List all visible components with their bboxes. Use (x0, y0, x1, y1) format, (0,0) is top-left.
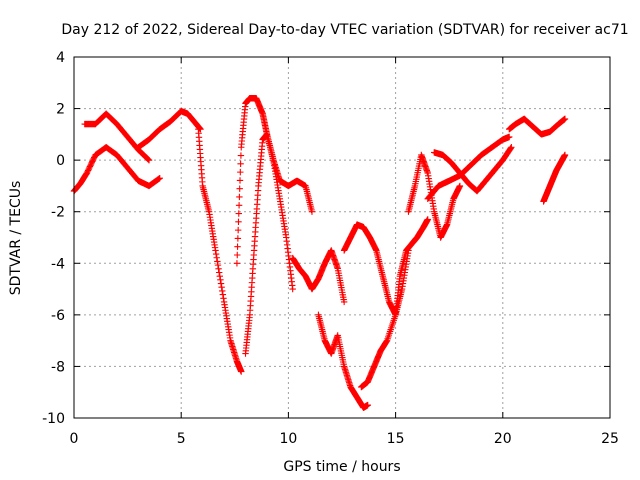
data-point-marker (405, 247, 412, 254)
data-point-marker (144, 155, 151, 162)
series-track-n (506, 115, 569, 138)
data-point-marker (214, 258, 221, 265)
x-tick-label: 0 (70, 431, 79, 447)
series-track-m (430, 144, 515, 195)
series-track-d (195, 126, 245, 375)
y-tick-label: -6 (51, 308, 65, 324)
series-track-a (70, 144, 163, 195)
data-point-marker (219, 291, 227, 298)
x-tick-label: 10 (279, 431, 297, 447)
data-point-marker (289, 285, 296, 293)
x-axis-label: GPS time / hours (283, 459, 400, 475)
data-point-marker (308, 208, 316, 215)
data-point-marker (216, 272, 223, 280)
data-point-marker (508, 144, 515, 151)
y-tick-label: -4 (51, 256, 65, 272)
y-tick-label: -2 (51, 205, 65, 221)
data-point-marker (145, 156, 152, 163)
series-track-e (233, 95, 316, 267)
data-point-marker (235, 210, 242, 217)
series-track-b (81, 110, 153, 164)
data-point-marker (217, 276, 224, 284)
data-point-marker (561, 115, 569, 123)
data-point-marker (237, 152, 245, 159)
data-point-marker (217, 280, 225, 287)
series-track-g (289, 247, 348, 306)
series-track-o (540, 151, 569, 205)
data-point-marker (235, 218, 242, 226)
data-point-marker (220, 295, 227, 302)
data-point-marker (213, 254, 220, 261)
data-point-marker (212, 250, 220, 258)
x-tick-label: 15 (387, 431, 405, 447)
series-track-l (424, 133, 513, 203)
data-point-marker (218, 284, 225, 291)
data-point-marker (236, 185, 243, 192)
series-track-f (242, 131, 296, 357)
data-point-marker (340, 298, 348, 306)
series-track-k (405, 151, 464, 241)
data-point-marker (234, 251, 241, 259)
data-point-marker (156, 174, 163, 182)
series-track-i (358, 216, 431, 391)
data-point-marker (456, 182, 464, 190)
data-point-marker (236, 193, 243, 201)
data-point-marker (234, 243, 241, 250)
y-tick-label: 4 (56, 50, 65, 66)
data-point-marker (214, 261, 222, 269)
axis-ticks: 0 5 10 15 20 25 -10 -8 -6 -4 -2 0 2 4 (42, 50, 619, 447)
data-point-marker (238, 368, 245, 375)
y-axis-label: SDTVAR / TECUs (8, 181, 24, 296)
data-point-marker (237, 168, 244, 176)
y-tick-label: -10 (42, 411, 65, 427)
series-track-h (315, 311, 371, 411)
data-point-marker (364, 401, 371, 409)
data-point-marker (219, 287, 226, 295)
x-tick-label: 20 (494, 431, 512, 447)
data-point-marker (215, 269, 223, 276)
data-point-marker (236, 177, 244, 184)
data-point-marker (155, 175, 163, 182)
y-tick-label: 0 (56, 153, 65, 169)
grid (74, 57, 610, 418)
data-point-marker (212, 247, 219, 254)
x-tick-label: 5 (177, 431, 186, 447)
series-track-c (135, 107, 204, 151)
data-markers (70, 95, 569, 411)
chart-title: Day 212 of 2022, Sidereal Day-to-day VTE… (61, 22, 628, 38)
data-point-marker (234, 226, 242, 234)
y-tick-label: 2 (56, 102, 65, 118)
data-point-marker (145, 156, 153, 164)
data-point-marker (424, 216, 431, 223)
data-point-marker (155, 176, 162, 183)
data-point-marker (233, 260, 241, 267)
data-point-marker (235, 202, 243, 209)
data-point-marker (215, 265, 222, 273)
plot-frame (73, 56, 611, 419)
data-point-marker (507, 144, 514, 152)
x-tick-label: 25 (601, 431, 619, 447)
data-point-marker (237, 160, 244, 168)
y-tick-label: -8 (51, 359, 65, 375)
data-point-marker (506, 133, 513, 141)
data-point-marker (234, 235, 242, 242)
series-track-j (340, 221, 412, 319)
data-point-marker (561, 151, 569, 159)
